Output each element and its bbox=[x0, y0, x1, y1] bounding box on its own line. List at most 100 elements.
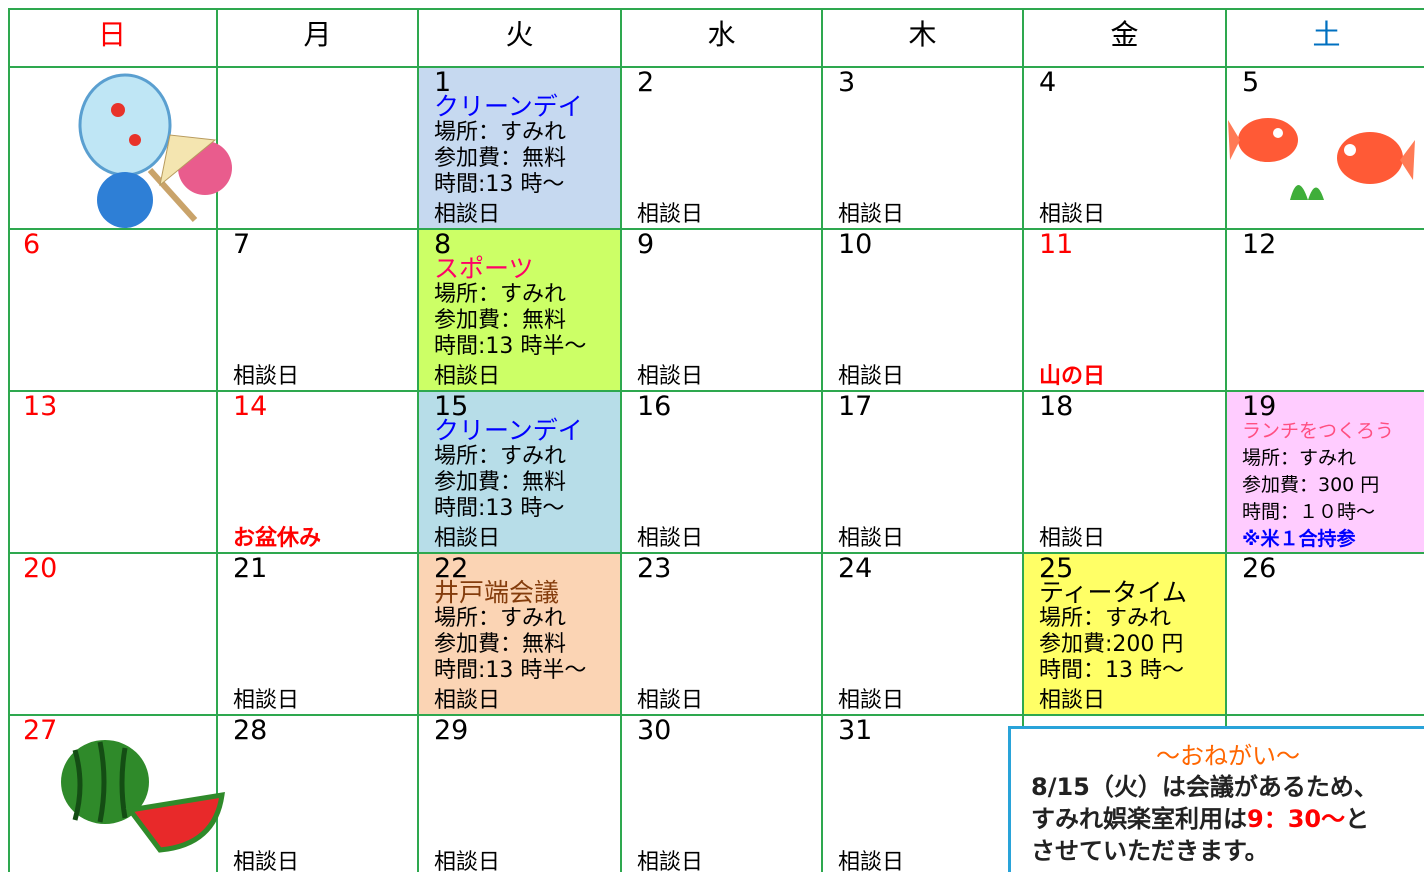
notice-line: させていただきます。 bbox=[1031, 837, 1269, 865]
event-title: スポーツ bbox=[434, 254, 534, 283]
event-detail: 参加費：無料 bbox=[434, 308, 567, 333]
event-detail: 場所：すみれ bbox=[434, 120, 567, 145]
cell-note: 相談日 bbox=[233, 364, 300, 389]
event-title: 井戸端会議 bbox=[434, 578, 560, 607]
day-cell: 27 bbox=[8, 716, 218, 872]
day-cell: 3 相談日 bbox=[823, 68, 1024, 230]
day-cell: 13 bbox=[8, 392, 218, 554]
day-cell: 15 クリーンデイ 場所：すみれ 参加費：無料 時間:13 時～ 相談日 bbox=[419, 392, 622, 554]
day-cell: 5 bbox=[1227, 68, 1424, 230]
event-detail: 場所：すみれ bbox=[434, 444, 567, 469]
day-cell: 9 相談日 bbox=[622, 230, 823, 392]
day-number: 16 bbox=[637, 392, 672, 422]
day-cell: 25 ティータイム 場所：すみれ 参加費:200 円時間：13 時～ 相談日 bbox=[1024, 554, 1227, 716]
day-number: 27 bbox=[23, 716, 58, 746]
weekday-header: 金 bbox=[1024, 10, 1227, 68]
day-cell: 7 相談日 bbox=[218, 230, 419, 392]
event-detail: 参加費:200 円 bbox=[1039, 632, 1184, 657]
event-detail: 場所：すみれ bbox=[1242, 447, 1357, 469]
weekday-header: 水 bbox=[622, 10, 823, 68]
cell-note: 相談日 bbox=[637, 688, 704, 713]
day-number: 20 bbox=[23, 554, 58, 584]
event-detail: 場所：すみれ bbox=[434, 282, 567, 307]
event-detail: 時間：13 時～ bbox=[1039, 658, 1184, 683]
event-title: クリーンデイ bbox=[434, 92, 583, 121]
event-detail: 参加費：無料 bbox=[434, 632, 567, 657]
event-detail: 参加費：300 円 bbox=[1242, 474, 1380, 496]
day-cell: 20 bbox=[8, 554, 218, 716]
cell-note: 相談日 bbox=[434, 688, 501, 713]
event-detail: 場所：すみれ bbox=[434, 606, 567, 631]
day-cell: 2 相談日 bbox=[622, 68, 823, 230]
day-cell: 26 bbox=[1227, 554, 1424, 716]
cell-note: 相談日 bbox=[434, 850, 501, 872]
day-number: 24 bbox=[838, 554, 873, 584]
cell-note: 相談日 bbox=[434, 364, 501, 389]
day-number: 4 bbox=[1039, 68, 1057, 98]
cell-note: 相談日 bbox=[838, 202, 905, 227]
event-detail: 参加費：無料 bbox=[434, 470, 567, 495]
day-cell: 17 相談日 bbox=[823, 392, 1024, 554]
day-cell: 29 相談日 bbox=[419, 716, 622, 872]
day-number: 10 bbox=[838, 230, 873, 260]
day-number: 28 bbox=[233, 716, 268, 746]
cell-note: 相談日 bbox=[838, 526, 905, 551]
day-number: 15 bbox=[434, 392, 469, 422]
day-number: 26 bbox=[1242, 554, 1277, 584]
cell-note: 相談日 bbox=[637, 364, 704, 389]
day-cell: 19 ランチをつくろう 場所：すみれ 参加費：300 円時間：１０時～ ※米１合持参 bbox=[1227, 392, 1424, 554]
day-number: 6 bbox=[23, 230, 41, 260]
day-number: 12 bbox=[1242, 230, 1277, 260]
cell-note: 相談日 bbox=[637, 850, 704, 872]
cell-note: 山の日 bbox=[1039, 364, 1106, 389]
calendar-grid bbox=[8, 8, 1424, 872]
day-number: 17 bbox=[838, 392, 873, 422]
day-number: 21 bbox=[233, 554, 268, 584]
event-detail: 時間:13 時半～ bbox=[434, 658, 587, 683]
day-cell: 14 お盆休み bbox=[218, 392, 419, 554]
day-cell: 6 bbox=[8, 230, 218, 392]
notice-title: ～おねがい～ bbox=[1156, 742, 1300, 770]
day-cell: 16 相談日 bbox=[622, 392, 823, 554]
weekday-header: 火 bbox=[419, 10, 622, 68]
day-number: 18 bbox=[1039, 392, 1074, 422]
day-cell: 11 山の日 bbox=[1024, 230, 1227, 392]
notice-text: と bbox=[1345, 805, 1370, 833]
day-cell: 28 相談日 bbox=[218, 716, 419, 872]
cell-note: 相談日 bbox=[637, 202, 704, 227]
cell-note: 相談日 bbox=[434, 526, 501, 551]
day-cell: 24 相談日 bbox=[823, 554, 1024, 716]
day-number: 14 bbox=[233, 392, 268, 422]
day-number: 23 bbox=[637, 554, 672, 584]
day-number: 7 bbox=[233, 230, 251, 260]
cell-note: 相談日 bbox=[434, 202, 501, 227]
day-number: 19 bbox=[1242, 392, 1277, 422]
cell-note: 相談日 bbox=[233, 688, 300, 713]
day-cell: 1 クリーンデイ 場所：すみれ 参加費：無料 時間:13 時～ 相談日 bbox=[419, 68, 622, 230]
weekday-header: 土 bbox=[1227, 10, 1424, 68]
weekday-header: 木 bbox=[823, 10, 1024, 68]
weekday-header: 月 bbox=[218, 10, 419, 68]
notice-box: ～おねがい～ 8/15（火）は会議があるため、 すみれ娯楽室利用は9：30～と … bbox=[1008, 726, 1424, 872]
day-cell: 12 bbox=[1227, 230, 1424, 392]
event-detail: 時間:13 時～ bbox=[434, 172, 565, 197]
event-title: ランチをつくろう bbox=[1242, 420, 1395, 442]
event-title: クリーンデイ bbox=[434, 416, 583, 445]
day-number: 2 bbox=[637, 68, 655, 98]
day-number: 22 bbox=[434, 554, 469, 584]
cell-note: 相談日 bbox=[1039, 202, 1106, 227]
event-detail: 時間：１０時～ bbox=[1242, 501, 1376, 523]
day-number: 29 bbox=[434, 716, 469, 746]
cell-note: お盆休み bbox=[233, 526, 322, 551]
notice-time: 9：30～ bbox=[1247, 805, 1346, 833]
day-cell: 18 相談日 bbox=[1024, 392, 1227, 554]
cell-note: 相談日 bbox=[838, 364, 905, 389]
day-cell: 22 井戸端会議 場所：すみれ 参加費：無料 時間:13 時半～ 相談日 bbox=[419, 554, 622, 716]
day-number: 31 bbox=[838, 716, 873, 746]
day-number: 13 bbox=[23, 392, 58, 422]
day-cell: 4 相談日 bbox=[1024, 68, 1227, 230]
event-title: ティータイム bbox=[1039, 578, 1188, 607]
day-cell bbox=[218, 68, 419, 230]
event-detail: 時間:13 時～ bbox=[434, 496, 565, 521]
